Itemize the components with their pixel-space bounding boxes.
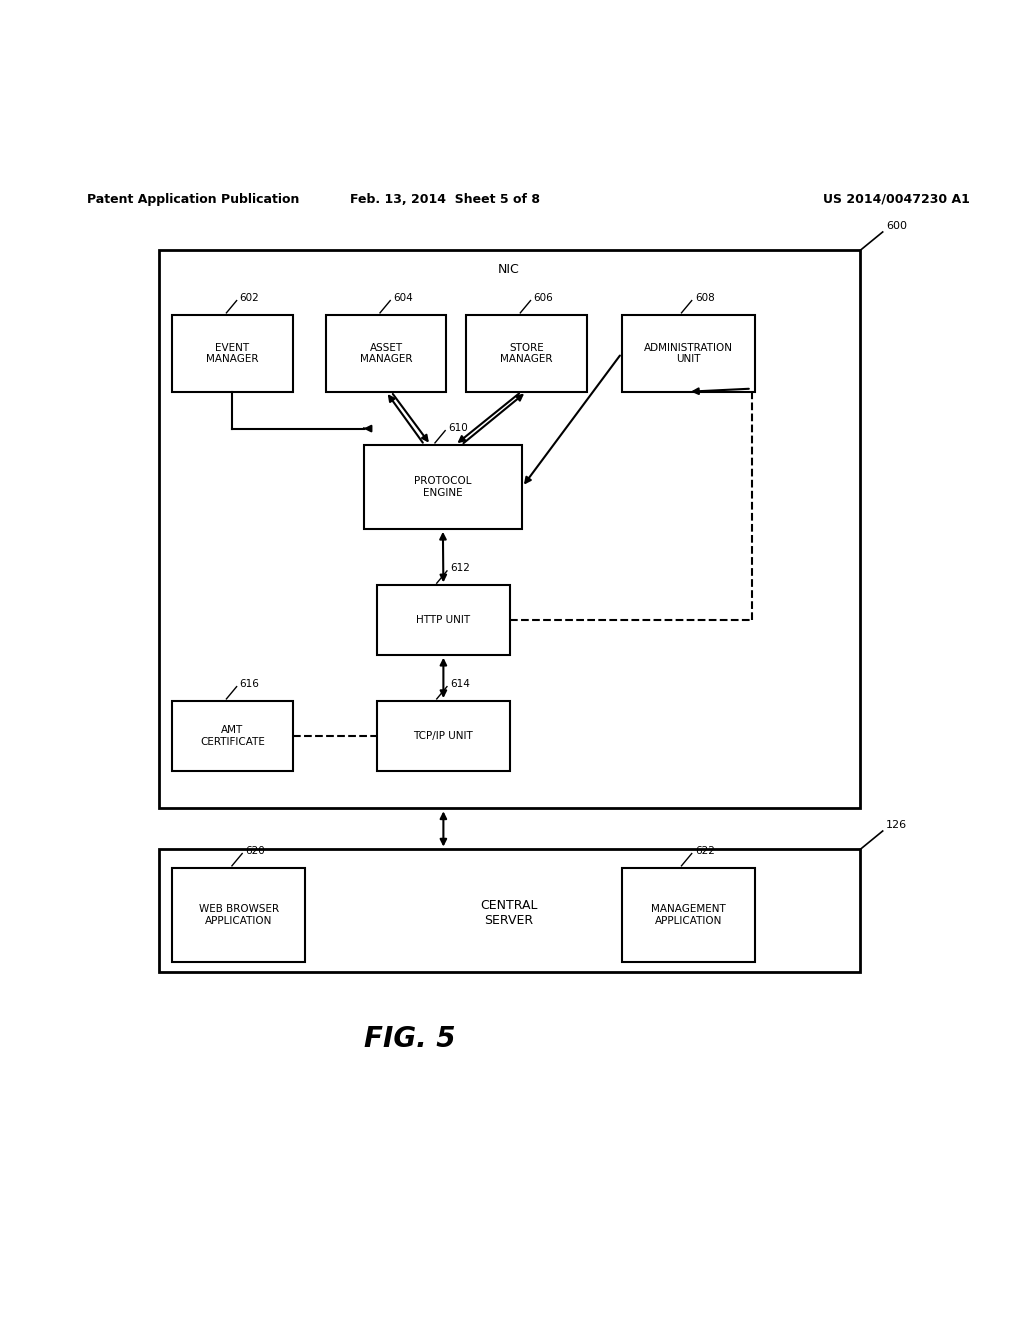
Text: 622: 622 — [694, 846, 715, 855]
Text: MANAGEMENT
APPLICATION: MANAGEMENT APPLICATION — [651, 904, 725, 925]
FancyBboxPatch shape — [466, 315, 587, 392]
FancyBboxPatch shape — [622, 315, 755, 392]
FancyBboxPatch shape — [159, 251, 860, 808]
FancyBboxPatch shape — [159, 850, 860, 973]
FancyBboxPatch shape — [377, 701, 510, 771]
Text: 600: 600 — [886, 220, 907, 231]
FancyBboxPatch shape — [326, 315, 446, 392]
Text: AMT
CERTIFICATE: AMT CERTIFICATE — [200, 725, 265, 747]
Text: FIG. 5: FIG. 5 — [364, 1024, 456, 1053]
Text: Patent Application Publication: Patent Application Publication — [87, 193, 299, 206]
Text: STORE
MANAGER: STORE MANAGER — [500, 342, 553, 364]
Text: 616: 616 — [240, 678, 260, 689]
Text: WEB BROWSER
APPLICATION: WEB BROWSER APPLICATION — [199, 904, 279, 925]
Text: 614: 614 — [451, 678, 470, 689]
Text: CENTRAL
SERVER: CENTRAL SERVER — [480, 899, 538, 927]
Text: NIC: NIC — [498, 263, 520, 276]
Text: 620: 620 — [246, 846, 265, 855]
Text: 604: 604 — [393, 293, 413, 302]
Text: 610: 610 — [449, 422, 468, 433]
FancyBboxPatch shape — [172, 867, 305, 962]
Text: HTTP UNIT: HTTP UNIT — [417, 615, 470, 626]
Text: 612: 612 — [451, 562, 470, 573]
Text: 602: 602 — [240, 293, 259, 302]
Text: ASSET
MANAGER: ASSET MANAGER — [359, 342, 413, 364]
Text: 608: 608 — [694, 293, 715, 302]
FancyBboxPatch shape — [622, 867, 755, 962]
FancyBboxPatch shape — [364, 445, 522, 529]
FancyBboxPatch shape — [172, 315, 293, 392]
Text: EVENT
MANAGER: EVENT MANAGER — [206, 342, 259, 364]
Text: 126: 126 — [886, 820, 907, 830]
Text: ADMINISTRATION
UNIT: ADMINISTRATION UNIT — [644, 342, 732, 364]
FancyBboxPatch shape — [172, 701, 293, 771]
Text: PROTOCOL
ENGINE: PROTOCOL ENGINE — [414, 477, 472, 498]
Text: Feb. 13, 2014  Sheet 5 of 8: Feb. 13, 2014 Sheet 5 of 8 — [350, 193, 541, 206]
FancyBboxPatch shape — [377, 585, 510, 655]
Text: TCP/IP UNIT: TCP/IP UNIT — [414, 731, 473, 741]
Text: 606: 606 — [534, 293, 553, 302]
Text: US 2014/0047230 A1: US 2014/0047230 A1 — [822, 193, 970, 206]
